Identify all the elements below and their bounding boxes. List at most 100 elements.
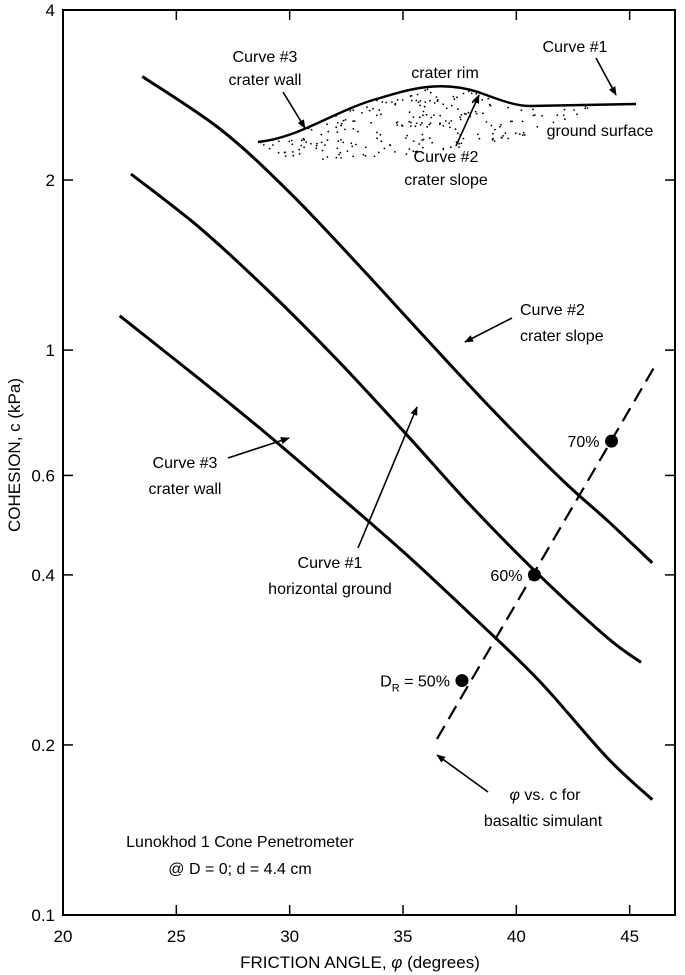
- stipple-dot: [393, 151, 396, 153]
- stipple-dot: [372, 107, 374, 110]
- stipple-dot: [339, 151, 342, 154]
- stipple-dot: [414, 125, 417, 128]
- note-line-2: @ D = 0; d = 4.4 cm: [168, 861, 311, 878]
- stipple-dot: [429, 122, 432, 125]
- stipple-dot: [344, 119, 347, 121]
- series-layer: [118, 75, 658, 801]
- stipple-dot: [449, 126, 451, 129]
- stipple-dot: [409, 95, 412, 97]
- stipple-dot: [478, 137, 481, 140]
- stipple-dot: [305, 141, 308, 144]
- stipple-dot: [422, 114, 424, 117]
- stipple-dot: [320, 141, 323, 144]
- stipple-dot: [352, 155, 354, 158]
- stipple-dot: [391, 101, 393, 103]
- stipple-dot: [315, 147, 318, 150]
- stipple-dot: [422, 138, 425, 141]
- points-layer: DR = 50% 60% 70%: [380, 434, 619, 695]
- stipple-dot: [467, 90, 470, 93]
- stipple-dot: [342, 119, 345, 122]
- stipple-dot: [378, 109, 381, 111]
- stipple-dot: [507, 106, 509, 109]
- stipple-dot: [433, 114, 435, 116]
- x-tick-label: 20: [54, 927, 73, 946]
- stipple-dot: [352, 120, 354, 122]
- stipple-dot: [514, 132, 517, 135]
- inset-curve-2-line-2: crater slope: [404, 172, 488, 189]
- stipple-dot: [408, 148, 411, 151]
- stipple-dot: [362, 153, 365, 156]
- stipple-dot: [489, 104, 492, 107]
- stipple-dot: [302, 137, 305, 140]
- stipple-dot: [487, 97, 490, 100]
- annotation-simulant-line-2: basaltic simulant: [484, 813, 603, 830]
- stipple-dot: [522, 131, 525, 134]
- stipple-dot: [336, 121, 339, 124]
- stipple-dot: [414, 150, 417, 153]
- stipple-dot: [425, 113, 428, 116]
- stipple-dot: [410, 121, 412, 124]
- stipple-dot: [292, 151, 294, 153]
- plot-frame: [62, 9, 676, 916]
- stipple-dot: [450, 120, 453, 122]
- stipple-dot: [422, 110, 425, 113]
- stipple-dot: [416, 150, 418, 153]
- y-axis-title: COHESION, c (kPa): [5, 378, 24, 532]
- stipple-dot: [346, 150, 349, 153]
- stipple-dot: [573, 109, 575, 111]
- stipple-dot: [481, 99, 484, 101]
- stipple-dot: [454, 128, 457, 131]
- stipple-dot: [419, 116, 421, 119]
- stipple-dot: [389, 144, 391, 146]
- stipple-dot: [491, 138, 494, 141]
- annotation-curve-1-line-1: Curve #1: [298, 555, 363, 572]
- x-axis-ticks: 20 25 30 35 40 45: [54, 10, 639, 946]
- stipple-dot: [396, 121, 399, 123]
- annotation-curve-3-line-1: Curve #3: [153, 455, 218, 472]
- stipple-dot: [494, 128, 496, 131]
- stipple-dot: [430, 116, 433, 119]
- stipple-dot: [429, 99, 431, 102]
- stipple-dot: [291, 143, 294, 146]
- annotation-curve-3: Curve #3 crater wall: [149, 437, 290, 498]
- stipple-dot: [336, 147, 339, 150]
- stipple-dot: [412, 140, 415, 143]
- inset-arrow-curve-2: [455, 94, 480, 147]
- arrow-simulant: [436, 754, 489, 793]
- stipple-dot: [364, 146, 367, 149]
- stipple-dot: [272, 144, 274, 146]
- stipple-dot: [396, 124, 399, 126]
- stipple-dot: [462, 92, 465, 95]
- stipple-dot: [340, 122, 343, 125]
- stipple-dot: [268, 147, 271, 150]
- stipple-dot: [564, 118, 566, 121]
- stipple-dot: [370, 121, 372, 124]
- inset-arrow-curve-3: [282, 91, 306, 129]
- annotation-curve-3-line-2: crater wall: [149, 481, 222, 498]
- stipple-dot: [475, 92, 478, 95]
- stipple-dot: [492, 132, 494, 135]
- stipple-dot: [350, 142, 353, 145]
- inset-curve-3-line-2: crater wall: [229, 72, 302, 89]
- simulant-trend-line: [436, 362, 658, 740]
- stipple-dot: [586, 107, 589, 109]
- stipple-dot: [335, 126, 338, 129]
- series-line-curve-1-horizontal-ground: [130, 172, 642, 664]
- stipple-dot: [381, 101, 384, 103]
- stipple-dot: [336, 131, 339, 134]
- stipple-dot: [326, 156, 329, 158]
- stipple-dot: [428, 137, 431, 140]
- stipple-dot: [322, 158, 324, 161]
- stipple-dot: [335, 156, 338, 159]
- stipple-dot: [400, 124, 403, 127]
- stipple-dot: [442, 148, 445, 151]
- x-axis-title: FRICTION ANGLE, φ (degrees): [240, 953, 480, 972]
- stipple-dot: [426, 126, 429, 128]
- stipple-dot: [424, 89, 426, 92]
- stipple-dot: [442, 125, 445, 127]
- stipple-dot: [375, 114, 378, 117]
- stipple-dot: [576, 113, 578, 116]
- stipple-dot: [278, 140, 280, 143]
- stipple-dot: [310, 129, 313, 131]
